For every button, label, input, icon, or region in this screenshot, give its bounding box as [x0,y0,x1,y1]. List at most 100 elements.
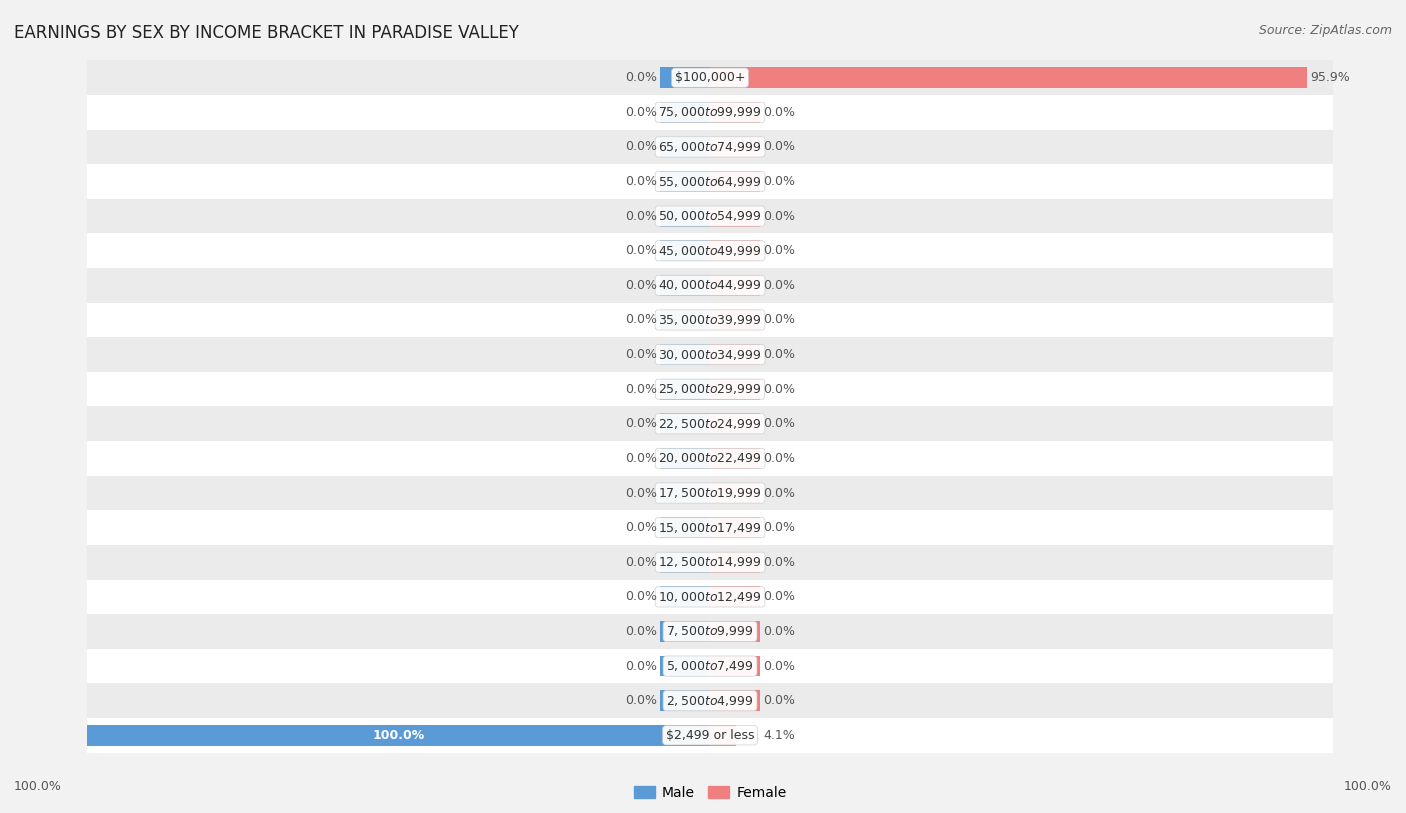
Bar [710,483,759,503]
Text: $35,000 to $39,999: $35,000 to $39,999 [658,313,762,327]
Bar [87,268,1333,302]
Text: 0.0%: 0.0% [763,486,794,499]
Text: $2,499 or less: $2,499 or less [666,728,754,741]
Text: Source: ZipAtlas.com: Source: ZipAtlas.com [1258,24,1392,37]
Text: 0.0%: 0.0% [626,348,657,361]
Legend: Male, Female: Male, Female [628,780,792,805]
Bar [87,725,710,746]
Bar [710,275,759,296]
Bar [87,614,1333,649]
Bar [710,171,759,192]
Text: $22,500 to $24,999: $22,500 to $24,999 [658,417,762,431]
Bar [661,552,710,572]
Text: 0.0%: 0.0% [626,556,657,569]
Bar [710,448,759,469]
Text: 0.0%: 0.0% [763,106,794,119]
Text: 0.0%: 0.0% [626,72,657,85]
Text: $5,000 to $7,499: $5,000 to $7,499 [666,659,754,673]
Bar [87,580,1333,614]
Text: 0.0%: 0.0% [626,175,657,188]
Text: 0.0%: 0.0% [626,244,657,257]
Bar [87,545,1333,580]
Text: $2,500 to $4,999: $2,500 to $4,999 [666,693,754,707]
Text: $100,000+: $100,000+ [675,72,745,85]
Bar [661,344,710,365]
Text: 0.0%: 0.0% [763,141,794,154]
Bar [710,725,735,746]
Bar [87,476,1333,511]
Bar [661,102,710,123]
Text: 100.0%: 100.0% [1344,780,1392,793]
Bar [661,621,710,642]
Text: 0.0%: 0.0% [626,590,657,603]
Text: $20,000 to $22,499: $20,000 to $22,499 [658,451,762,465]
Bar [710,344,759,365]
Bar [710,206,759,227]
Bar [710,241,759,261]
Bar [87,164,1333,199]
Text: 0.0%: 0.0% [626,314,657,327]
Text: 0.0%: 0.0% [763,521,794,534]
Text: 0.0%: 0.0% [763,556,794,569]
Text: $17,500 to $19,999: $17,500 to $19,999 [658,486,762,500]
Text: 0.0%: 0.0% [763,452,794,465]
Text: $25,000 to $29,999: $25,000 to $29,999 [658,382,762,396]
Text: $55,000 to $64,999: $55,000 to $64,999 [658,175,762,189]
Bar [87,302,1333,337]
Text: 4.1%: 4.1% [763,728,794,741]
Bar [661,241,710,261]
Bar [661,448,710,469]
Text: 0.0%: 0.0% [763,210,794,223]
Text: 0.0%: 0.0% [763,590,794,603]
Bar [710,379,759,399]
Text: 0.0%: 0.0% [626,694,657,707]
Text: $12,500 to $14,999: $12,500 to $14,999 [658,555,762,569]
Text: $40,000 to $44,999: $40,000 to $44,999 [658,278,762,293]
Bar [710,552,759,572]
Bar [87,649,1333,684]
Bar [661,690,710,711]
Bar [87,441,1333,476]
Text: $30,000 to $34,999: $30,000 to $34,999 [658,348,762,362]
Bar [661,67,710,88]
Bar [710,102,759,123]
Bar [87,233,1333,268]
Text: 0.0%: 0.0% [626,106,657,119]
Bar [661,171,710,192]
Text: 0.0%: 0.0% [626,210,657,223]
Bar [710,414,759,434]
Text: $10,000 to $12,499: $10,000 to $12,499 [658,590,762,604]
Bar [661,586,710,607]
Text: 0.0%: 0.0% [763,348,794,361]
Text: EARNINGS BY SEX BY INCOME BRACKET IN PARADISE VALLEY: EARNINGS BY SEX BY INCOME BRACKET IN PAR… [14,24,519,42]
Bar [87,199,1333,233]
Bar [710,517,759,538]
Bar [87,372,1333,406]
Bar [661,310,710,330]
Text: 0.0%: 0.0% [763,694,794,707]
Text: 0.0%: 0.0% [763,279,794,292]
Bar [710,137,759,157]
Text: $65,000 to $74,999: $65,000 to $74,999 [658,140,762,154]
Text: 0.0%: 0.0% [626,383,657,396]
Bar [87,337,1333,372]
Bar [710,67,1308,88]
Bar [661,414,710,434]
Bar [87,718,1333,753]
Text: 0.0%: 0.0% [626,659,657,672]
Text: $7,500 to $9,999: $7,500 to $9,999 [666,624,754,638]
Text: 0.0%: 0.0% [626,521,657,534]
Text: 100.0%: 100.0% [14,780,62,793]
Bar [710,586,759,607]
Text: 0.0%: 0.0% [763,659,794,672]
Text: 0.0%: 0.0% [626,141,657,154]
Bar [661,517,710,538]
Bar [661,483,710,503]
Text: 0.0%: 0.0% [763,417,794,430]
Bar [710,310,759,330]
Bar [710,621,759,642]
Text: 0.0%: 0.0% [763,175,794,188]
Bar [87,684,1333,718]
Bar [710,656,759,676]
Bar [87,129,1333,164]
